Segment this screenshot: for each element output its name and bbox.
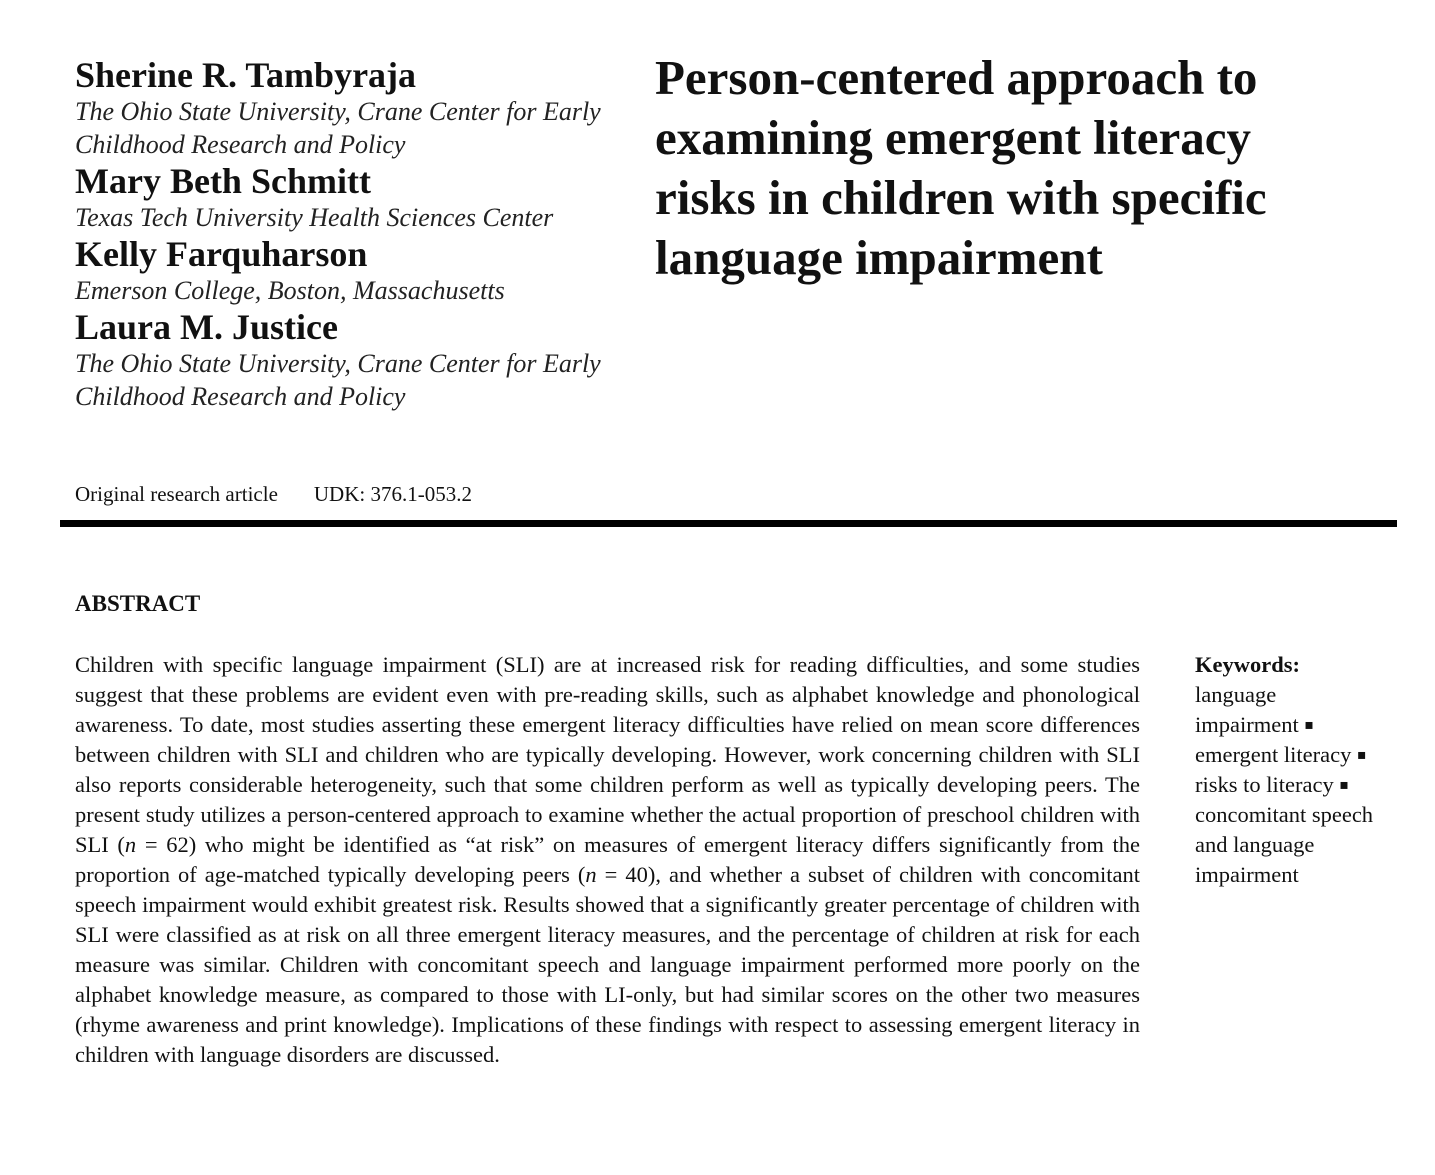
abstract-text-part: = 40), and whether a subset of children … <box>75 862 1140 1067</box>
abstract-text-part: Children with specific language impairme… <box>75 652 1140 857</box>
keyword-item: emergent literacy <box>1195 742 1352 767</box>
author-affiliation: Emerson College, Boston, Massachusetts <box>75 276 505 305</box>
author-name: Kelly Farquharson <box>75 234 368 274</box>
header-divider <box>60 520 1397 527</box>
author-name: Sherine R. Tambyraja <box>75 55 417 95</box>
keywords-heading: Keywords: <box>1195 652 1300 677</box>
sample-size-symbol: n <box>124 832 137 857</box>
keyword-separator-icon: ▪ <box>1304 717 1314 733</box>
title-line: risks in children with specific <box>655 170 1267 225</box>
keyword-item: risks to literacy <box>1195 772 1334 797</box>
author-affiliation: Childhood Research and Policy <box>75 130 406 159</box>
author-affiliation: Childhood Research and Policy <box>75 382 406 411</box>
author-affiliation: The Ohio State University, Crane Center … <box>75 349 601 378</box>
keywords-block: Keywords: language impairment ▪ emergent… <box>1195 650 1385 890</box>
title-line: language impairment <box>655 230 1103 285</box>
author-name: Mary Beth Schmitt <box>75 161 371 201</box>
keyword-separator-icon: ▪ <box>1357 747 1367 763</box>
article-type: Original research article <box>75 482 278 506</box>
abstract-heading: ABSTRACT <box>75 591 201 616</box>
title-line: Person-centered approach to <box>655 50 1258 105</box>
sample-size-symbol: n <box>585 862 597 887</box>
title-line: examining emergent literacy <box>655 110 1251 165</box>
author-affiliation: The Ohio State University, Crane Center … <box>75 97 601 126</box>
abstract-text: Children with specific language impairme… <box>75 650 1140 1070</box>
article-meta: Original research article UDK: 376.1-053.… <box>75 480 472 508</box>
udk-code: UDK: 376.1-053.2 <box>313 482 472 506</box>
keyword-item: concomitant speech and language impairme… <box>1195 802 1374 887</box>
author-affiliation: Texas Tech University Health Sciences Ce… <box>75 203 554 232</box>
paper-title: Person-centered approach to examining em… <box>655 48 1375 288</box>
keyword-item: language impairment <box>1195 682 1299 737</box>
author-name: Laura M. Justice <box>75 307 338 347</box>
keyword-separator-icon: ▪ <box>1339 777 1349 793</box>
abstract-text-part: = 62) who might be identified as “at ris… <box>75 832 1141 887</box>
authors-block: Sherine R. Tambyraja The Ohio State Univ… <box>75 55 615 413</box>
